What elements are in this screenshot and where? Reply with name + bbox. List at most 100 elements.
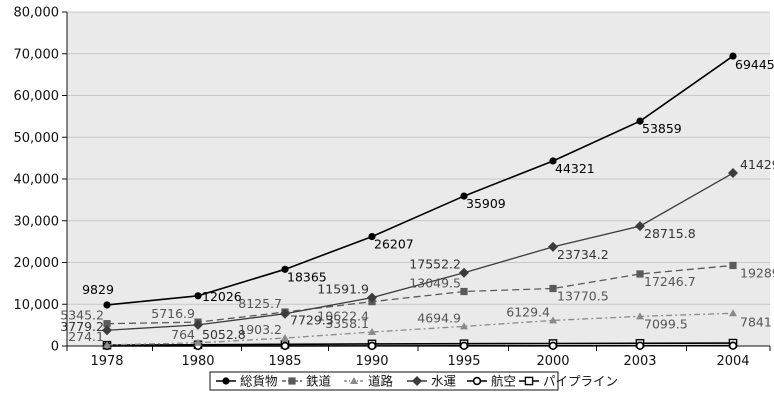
data-point bbox=[549, 316, 557, 324]
legend-entry: 水運 bbox=[407, 374, 457, 389]
data-point bbox=[729, 52, 737, 60]
data-point bbox=[636, 270, 644, 278]
data-point bbox=[459, 341, 469, 351]
y-tick-label: 40,000 bbox=[14, 173, 60, 188]
y-tick-label: 60,000 bbox=[14, 89, 60, 104]
legend-label: 道路 bbox=[368, 374, 394, 389]
data-point bbox=[194, 292, 202, 300]
x-tick-label: 2003 bbox=[623, 354, 656, 369]
data-point bbox=[548, 241, 558, 252]
y-tick-label: 10,000 bbox=[14, 298, 60, 313]
data-label: 13049.5 bbox=[409, 276, 461, 291]
data-label: 53859 bbox=[642, 121, 682, 136]
legend-label: 水運 bbox=[431, 374, 457, 389]
series-2 bbox=[103, 309, 737, 348]
y-tick-label: 0 bbox=[51, 340, 59, 355]
series-line bbox=[106, 342, 734, 346]
series-3 bbox=[102, 168, 738, 336]
data-point bbox=[281, 265, 289, 273]
data-label: 35909 bbox=[466, 196, 506, 211]
y-tick-label: 20,000 bbox=[14, 256, 60, 271]
data-label: 274.1 bbox=[68, 329, 104, 344]
series-line bbox=[106, 172, 734, 331]
x-tick-label: 2004 bbox=[716, 354, 749, 369]
data-point bbox=[636, 312, 644, 320]
data-label: 13770.5 bbox=[557, 289, 609, 304]
data-point bbox=[102, 325, 112, 336]
series-line bbox=[106, 264, 734, 325]
data-point bbox=[549, 284, 557, 293]
data-label: 10622.4 bbox=[317, 309, 369, 324]
data-label: 6129.4 bbox=[506, 304, 550, 319]
legend-box bbox=[209, 371, 559, 391]
x-tick-label: 1978 bbox=[90, 354, 123, 369]
series-layer bbox=[102, 52, 738, 351]
legend-entry: パイプライン bbox=[519, 374, 618, 389]
data-point bbox=[103, 301, 111, 309]
gridlines bbox=[67, 11, 770, 305]
series-line bbox=[106, 55, 734, 306]
data-point bbox=[636, 117, 644, 125]
data-point bbox=[103, 340, 111, 348]
data-label: 18365 bbox=[287, 269, 327, 284]
x-tick-label: 1980 bbox=[181, 354, 214, 369]
data-label: 5345.2 bbox=[60, 308, 104, 323]
data-point bbox=[368, 232, 376, 241]
data-labels: 9829 12026 18365 26207 35909 44321 53859 69445 5… bbox=[60, 57, 774, 344]
data-point bbox=[472, 376, 482, 386]
data-point bbox=[367, 292, 377, 303]
data-label: 12026 bbox=[202, 289, 242, 304]
x-tick-label: 2000 bbox=[536, 354, 569, 369]
legend-label: 総貨物 bbox=[240, 374, 278, 389]
data-point bbox=[288, 377, 296, 385]
data-point bbox=[368, 327, 376, 335]
data-point bbox=[729, 309, 737, 317]
x-tick-label: 1985 bbox=[268, 354, 301, 369]
data-point bbox=[367, 341, 377, 351]
data-point bbox=[280, 341, 290, 351]
data-point bbox=[350, 377, 358, 384]
data-point bbox=[280, 308, 290, 319]
data-point bbox=[459, 267, 469, 278]
x-axis: 1978 1980 1985 1990 1995 2000 2003 2004 bbox=[66, 345, 771, 369]
data-label: 3779.2 bbox=[60, 319, 104, 334]
data-point bbox=[524, 376, 534, 386]
data-point bbox=[281, 334, 289, 342]
data-label: 7099.5 bbox=[644, 316, 688, 331]
data-label: 26207 bbox=[374, 237, 414, 252]
data-label: 69445 bbox=[735, 57, 774, 72]
legend-label: 鉄道 bbox=[306, 374, 332, 389]
legend-entry: 総貨物 bbox=[216, 374, 278, 389]
data-label: 4694.9 bbox=[417, 310, 461, 325]
data-point bbox=[729, 261, 737, 270]
data-point bbox=[193, 319, 203, 330]
data-point bbox=[460, 322, 468, 330]
legend-entry: 鉄道 bbox=[282, 374, 332, 389]
data-label: 1903.2 bbox=[238, 322, 282, 337]
data-point bbox=[635, 221, 645, 232]
data-label: 3358.1 bbox=[325, 316, 369, 331]
legend-entry: 道路 bbox=[344, 374, 394, 389]
data-label: 44321 bbox=[555, 161, 595, 176]
legend-entry: 航空 bbox=[467, 374, 516, 389]
x-tick-label: 1990 bbox=[355, 354, 388, 369]
y-tick-label: 70,000 bbox=[14, 47, 60, 62]
data-point bbox=[549, 157, 557, 165]
legend-label: 航空 bbox=[491, 374, 516, 389]
data-point bbox=[412, 376, 422, 386]
data-point bbox=[635, 341, 645, 350]
y-tick-label: 30,000 bbox=[14, 214, 60, 229]
legend-label: パイプライン bbox=[543, 374, 618, 389]
data-label: 23734.2 bbox=[557, 247, 609, 262]
data-point bbox=[103, 320, 111, 328]
data-point bbox=[548, 341, 558, 350]
data-label: 17246.7 bbox=[644, 274, 696, 289]
data-label: 17552.2 bbox=[409, 257, 461, 272]
y-tick-label: 80,000 bbox=[14, 6, 60, 21]
data-point bbox=[460, 192, 468, 200]
data-label: 9829 bbox=[82, 282, 114, 297]
legend: 総貨物 鉄道 道路 水運 航空 パイプライン bbox=[209, 371, 618, 391]
data-point bbox=[728, 168, 738, 179]
data-label: 5052.8 bbox=[202, 327, 246, 342]
